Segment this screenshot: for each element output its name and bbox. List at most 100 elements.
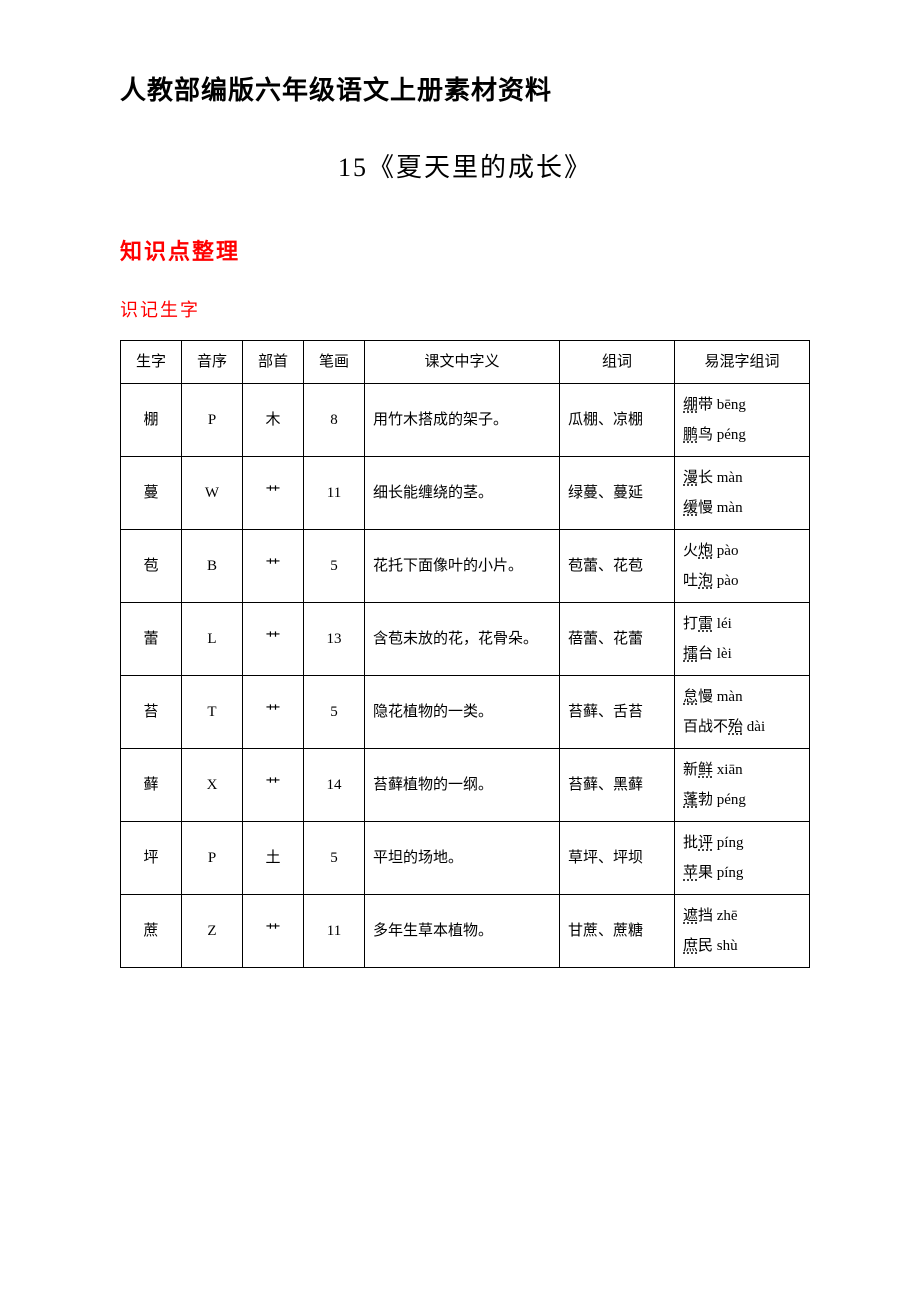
cell-bushou: 艹: [243, 895, 304, 968]
cell-bihua: 13: [304, 603, 365, 676]
cell-zuci: 草坪、坪坝: [560, 822, 675, 895]
cell-yihun: 绷带 bēng鹏鸟 péng: [675, 384, 810, 457]
hh-pre: 打: [683, 616, 698, 632]
hh-rest: 勃 péng: [698, 792, 746, 808]
hh-dotchar: 蓬: [683, 792, 698, 808]
table-row: 蕾L艹13含苞未放的花，花骨朵。蓓蕾、花蕾打雷 léi擂台 lèi: [121, 603, 810, 676]
cell-yihun: 怠慢 màn百战不殆 dài: [675, 676, 810, 749]
cell-shengzi: 苔: [121, 676, 182, 749]
lesson-title: 15《夏天里的成长》: [120, 147, 810, 184]
hh-dotchar: 评: [698, 835, 713, 851]
hh-pre: 百战不: [683, 719, 728, 735]
th-ziyi: 课文中字义: [365, 341, 560, 384]
table-row: 棚P木8用竹木搭成的架子。瓜棚、凉棚绷带 bēng鹏鸟 péng: [121, 384, 810, 457]
cell-bushou: 木: [243, 384, 304, 457]
hh-rest: 慢 màn: [698, 500, 743, 516]
hh-dotchar: 泡: [698, 573, 713, 589]
cell-yinxu: L: [182, 603, 243, 676]
cell-bushou: 艹: [243, 603, 304, 676]
table-row: 苞B艹5花托下面像叶的小片。苞蕾、花苞火炮 pào 吐泡 pào: [121, 530, 810, 603]
cell-yihun: 打雷 léi擂台 lèi: [675, 603, 810, 676]
hh-rest: 长 màn: [698, 470, 743, 486]
cell-bushou: 艹: [243, 530, 304, 603]
cell-zuci: 蓓蕾、花蕾: [560, 603, 675, 676]
th-bihua: 笔画: [304, 341, 365, 384]
hh-dotchar: 遮: [683, 908, 698, 924]
table-header-row: 生字 音序 部首 笔画 课文中字义 组词 易混字组词: [121, 341, 810, 384]
th-shengzi: 生字: [121, 341, 182, 384]
hh-dotchar: 鹏: [683, 427, 698, 443]
hh-rest: pào: [713, 573, 738, 589]
cell-ziyi: 平坦的场地。: [365, 822, 560, 895]
cell-ziyi: 花托下面像叶的小片。: [365, 530, 560, 603]
cell-shengzi: 蔗: [121, 895, 182, 968]
hh-pre: 火: [683, 543, 698, 559]
cell-bushou: 艹: [243, 457, 304, 530]
hh-rest: pào: [713, 543, 738, 559]
cell-shengzi: 蕾: [121, 603, 182, 676]
cell-yinxu: X: [182, 749, 243, 822]
table-row: 蔓W艹11细长能缠绕的茎。绿蔓、蔓延漫长 màn缓慢 màn: [121, 457, 810, 530]
hh-rest: píng: [713, 835, 743, 851]
cell-shengzi: 棚: [121, 384, 182, 457]
cell-yinxu: W: [182, 457, 243, 530]
table-row: 藓X艹14苔藓植物的一纲。苔藓、黑藓新鲜 xiān蓬勃 péng: [121, 749, 810, 822]
th-bushou: 部首: [243, 341, 304, 384]
hh-rest: léi: [713, 616, 732, 632]
cell-ziyi: 含苞未放的花，花骨朵。: [365, 603, 560, 676]
cell-bihua: 5: [304, 676, 365, 749]
hh-pre: 新: [683, 762, 698, 778]
hh-rest: 果 píng: [698, 865, 743, 881]
cell-yinxu: T: [182, 676, 243, 749]
hh-rest: 慢 màn: [698, 689, 743, 705]
cell-yihun: 漫长 màn缓慢 màn: [675, 457, 810, 530]
hh-dotchar: 怠: [683, 689, 698, 705]
cell-ziyi: 细长能缠绕的茎。: [365, 457, 560, 530]
cell-yihun: 批评 píng苹果 píng: [675, 822, 810, 895]
hh-rest: 带 bēng: [698, 397, 746, 413]
cell-ziyi: 用竹木搭成的架子。: [365, 384, 560, 457]
cell-bihua: 5: [304, 822, 365, 895]
subsection-heading: 识记生字: [120, 296, 810, 322]
hh-dotchar: 庶: [683, 938, 698, 954]
table-row: 苔T艹5隐花植物的一类。苔藓、舌苔怠慢 màn百战不殆 dài: [121, 676, 810, 749]
cell-bihua: 11: [304, 457, 365, 530]
cell-yinxu: P: [182, 822, 243, 895]
cell-zuci: 苔藓、黑藓: [560, 749, 675, 822]
hh-dotchar: 缓: [683, 500, 698, 516]
hh-dotchar: 苹: [683, 865, 698, 881]
cell-yinxu: B: [182, 530, 243, 603]
hh-dotchar: 雷: [698, 616, 713, 632]
hh-dotchar: 殆: [728, 719, 743, 735]
cell-zuci: 甘蔗、蔗糖: [560, 895, 675, 968]
document-title: 人教部编版六年级语文上册素材资料: [120, 70, 810, 107]
cell-shengzi: 苞: [121, 530, 182, 603]
cell-yihun: 遮挡 zhē庶民 shù: [675, 895, 810, 968]
cell-yihun: 新鲜 xiān蓬勃 péng: [675, 749, 810, 822]
cell-zuci: 绿蔓、蔓延: [560, 457, 675, 530]
cell-bushou: 艹: [243, 749, 304, 822]
hh-rest: 挡 zhē: [698, 908, 738, 924]
cell-bihua: 8: [304, 384, 365, 457]
table-row: 蔗Z艹11多年生草本植物。甘蔗、蔗糖遮挡 zhē庶民 shù: [121, 895, 810, 968]
cell-bihua: 14: [304, 749, 365, 822]
cell-bushou: 艹: [243, 676, 304, 749]
cell-bihua: 5: [304, 530, 365, 603]
cell-yinxu: P: [182, 384, 243, 457]
cell-shengzi: 坪: [121, 822, 182, 895]
table-body: 棚P木8用竹木搭成的架子。瓜棚、凉棚绷带 bēng鹏鸟 péng蔓W艹11细长能…: [121, 384, 810, 968]
th-yihun: 易混字组词: [675, 341, 810, 384]
hh-rest: 鸟 péng: [698, 427, 746, 443]
cell-bihua: 11: [304, 895, 365, 968]
cell-shengzi: 蔓: [121, 457, 182, 530]
cell-yinxu: Z: [182, 895, 243, 968]
cell-yihun: 火炮 pào 吐泡 pào: [675, 530, 810, 603]
cell-zuci: 苞蕾、花苞: [560, 530, 675, 603]
cell-shengzi: 藓: [121, 749, 182, 822]
cell-ziyi: 隐花植物的一类。: [365, 676, 560, 749]
hh-dotchar: 鲜: [698, 762, 713, 778]
hh-rest: 台 lèi: [698, 646, 732, 662]
hh-pre: 吐: [683, 573, 698, 589]
hh-dotchar: 炮: [698, 543, 713, 559]
cell-zuci: 苔藓、舌苔: [560, 676, 675, 749]
